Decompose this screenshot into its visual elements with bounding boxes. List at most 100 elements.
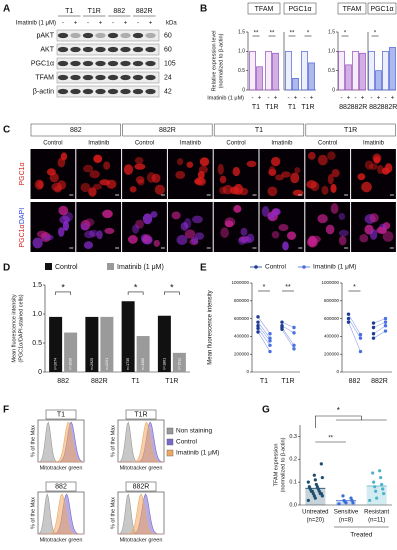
nucleus (58, 205, 69, 216)
y-axis-label: % of the Max (110, 497, 116, 529)
n-label: n=1512 (177, 358, 181, 370)
treatment-sign: + (124, 21, 128, 27)
x-tick-label: Sensitive (334, 510, 359, 516)
y-tick-label: 0 (38, 369, 42, 376)
blot-band (132, 74, 144, 81)
significance-label: ** (270, 31, 275, 37)
significance-label: * (61, 282, 65, 292)
nucleus (238, 236, 249, 243)
y-axis-label: % of the Max (30, 497, 36, 529)
imatinib-point (383, 320, 388, 324)
nucleus (89, 229, 99, 237)
blot-band (82, 74, 94, 81)
y-tick-label: 1.5 (32, 282, 42, 289)
y-axis-label: (normalized to β-actin) (280, 437, 286, 492)
treatment-label: Imatinib (1 μM) (207, 95, 244, 101)
nucleus (290, 172, 300, 184)
blot-band (82, 32, 94, 39)
imatinib-point (268, 339, 272, 343)
blot-band (70, 88, 81, 95)
group-label: 882 (113, 8, 125, 15)
x-axis-label: Mitotracker green (40, 465, 83, 471)
condition-label: Control (43, 141, 62, 147)
panel-label: E (200, 263, 207, 274)
significance-label: * (263, 284, 266, 291)
panel-label: B (200, 4, 207, 15)
data-point (319, 462, 323, 466)
group-box (30, 123, 121, 137)
x-tick-label: T1 (288, 104, 296, 111)
imatinib-point (292, 347, 296, 351)
control-point (280, 327, 284, 331)
nucleus (104, 227, 115, 234)
treatment-sign: + (274, 96, 278, 102)
y-tick-label: 600000 (234, 316, 250, 321)
nucleus (372, 153, 382, 163)
nucleus (135, 176, 145, 184)
blot-band (82, 46, 94, 53)
data-point (342, 498, 346, 503)
protein-label: PGC1α (31, 60, 54, 67)
nucleus (191, 236, 199, 245)
nucleus (220, 227, 229, 238)
pair-line (348, 313, 361, 335)
significance-bracket (127, 291, 144, 295)
legend-swatch (166, 438, 174, 446)
bar (265, 50, 272, 91)
condition-label: Imatinib (363, 141, 385, 147)
nucleus (49, 172, 59, 183)
treatment-sign: + (347, 96, 351, 102)
condition-label: Control (318, 141, 337, 147)
nucleus (369, 213, 379, 223)
treatment-sign: - (288, 96, 290, 102)
nucleus (99, 179, 111, 186)
blot-band (95, 32, 106, 39)
data-point (373, 485, 377, 489)
data-point (371, 471, 375, 475)
nucleus (219, 175, 227, 184)
unit-label: kDa (166, 21, 177, 27)
significance-label: * (170, 282, 174, 292)
nucleus (359, 234, 369, 243)
protein-label: β-actin (33, 88, 54, 95)
significance-label: * (337, 406, 340, 415)
imatinib-point (383, 329, 388, 333)
y-axis-label: (PGC1α/DAPI-stained cells) (18, 294, 24, 362)
nucleus (246, 160, 257, 168)
panel-tab (125, 409, 157, 420)
x-tick-label: Resistant (364, 510, 389, 516)
histogram-curve (118, 421, 165, 463)
bar (64, 332, 78, 372)
pair-line (257, 328, 271, 346)
n-label: (n=8) (339, 518, 353, 524)
significance-bracket (55, 291, 71, 295)
nucleus (271, 156, 281, 167)
condition-label: Imatinib (180, 141, 202, 147)
control-point (256, 330, 260, 334)
nucleus (233, 205, 242, 213)
nucleus (83, 241, 94, 249)
n-label: n=2231 (105, 358, 109, 370)
blot-band (107, 46, 119, 53)
nucleus (292, 189, 304, 196)
significance-label: * (307, 31, 310, 37)
y-tick-label: 400000 (234, 334, 250, 339)
control-point (256, 315, 260, 319)
data-point (382, 491, 386, 496)
title-box (247, 2, 281, 15)
nucleus (357, 173, 366, 181)
n-label: (n=20) (307, 518, 325, 524)
blot-band (145, 88, 156, 95)
nucleus (217, 163, 224, 175)
nucleus (294, 167, 301, 174)
y-tick-label: 600000 (324, 316, 340, 321)
y-tick-label: 0.1 (289, 480, 297, 486)
condition-label: Control (135, 141, 154, 147)
nucleus (377, 164, 384, 175)
data-point (349, 496, 353, 500)
blot-band (132, 60, 144, 67)
nucleus (128, 235, 138, 244)
nucleus (83, 164, 94, 173)
blot-band (57, 46, 69, 53)
x-axis-label: Mitotracker green (120, 537, 163, 543)
